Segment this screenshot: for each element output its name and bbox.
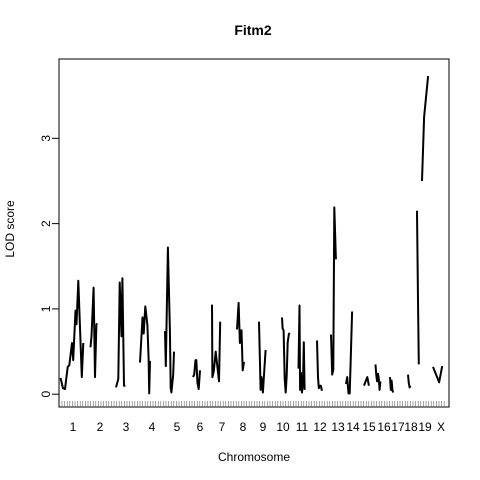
marker-rug — [61, 401, 445, 407]
x-tick-label: 18 — [404, 420, 418, 434]
x-tick-label: 12 — [313, 420, 327, 434]
x-tick-label: 10 — [276, 420, 290, 434]
y-tick-label: 3 — [39, 135, 53, 142]
x-tick-label: 3 — [123, 420, 130, 434]
lod-curve-3 — [115, 277, 126, 388]
lod-curve-14 — [345, 311, 354, 395]
x-tick-label: 9 — [260, 420, 267, 434]
lod-curve-13 — [330, 206, 337, 376]
x-tick-label: 7 — [219, 420, 226, 434]
lod-curve-x — [421, 76, 430, 182]
lod-curve-15 — [363, 376, 370, 387]
y-tick-label: 1 — [39, 305, 53, 312]
x-axis: 1 2 3 4 5 6 7 8 9 10 11 12 13 14 15 16 17 18 19 X — [70, 420, 445, 434]
x-tick-label: 16 — [377, 420, 391, 434]
lod-curve-8 — [236, 301, 245, 372]
lod-curve-x-2 — [432, 365, 444, 384]
lod-curve-2 — [89, 286, 99, 379]
x-tick-label: 2 — [97, 420, 104, 434]
x-tick-label: 4 — [149, 420, 156, 434]
lod-curve-17 — [389, 377, 395, 393]
x-tick-label: 11 — [296, 420, 309, 434]
lod-series — [59, 76, 444, 395]
x-tick-label: X — [437, 420, 445, 434]
x-tick-label: 8 — [240, 420, 247, 434]
x-tick-label: 17 — [391, 420, 405, 434]
lod-curve-12 — [316, 340, 323, 391]
x-axis-label: Chromosome — [218, 450, 290, 464]
lod-curve-1 — [59, 279, 85, 391]
y-axis: 0 1 2 3 — [39, 135, 59, 398]
x-tick-label: 1 — [70, 420, 77, 434]
x-tick-label: 5 — [174, 420, 181, 434]
x-tick-label: 14 — [346, 420, 360, 434]
lod-curve-18 — [407, 374, 412, 389]
lod-curve-9 — [258, 321, 267, 394]
lod-curve-19 — [416, 210, 420, 365]
x-tick-label: 6 — [197, 420, 204, 434]
lod-curve-4 — [139, 305, 151, 395]
y-tick-label: 2 — [39, 220, 53, 227]
plot-frame — [58, 58, 450, 408]
lod-curve-6 — [192, 359, 201, 391]
lod-curve-11 — [297, 304, 306, 394]
chart-title: Fitm2 — [234, 22, 272, 38]
y-tick-label: 0 — [39, 391, 53, 398]
x-tick-label: 15 — [362, 420, 376, 434]
lod-curve-5 — [164, 246, 175, 394]
lod-curve-16 — [374, 364, 382, 391]
lod-curve-7 — [211, 304, 222, 383]
y-axis-label: LOD score — [3, 200, 17, 258]
x-tick-label: 13 — [331, 420, 345, 434]
lod-curve-10 — [281, 317, 291, 394]
x-tick-label: 19 — [418, 420, 432, 434]
